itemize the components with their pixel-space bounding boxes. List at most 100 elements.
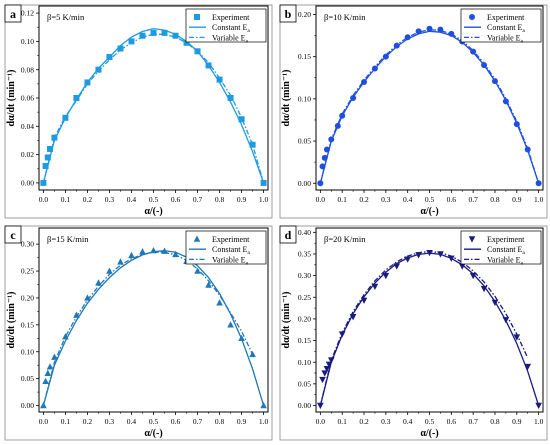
y-tick-label: 0.00 xyxy=(21,179,34,188)
y-axis-label: dα/dt (min⁻¹) xyxy=(6,292,17,349)
data-point xyxy=(47,145,54,152)
legend-entry: Constant Ea xyxy=(212,245,250,256)
variable-ea-line xyxy=(319,250,529,406)
data-point xyxy=(216,299,223,306)
legend-subscript: a xyxy=(246,38,249,44)
data-point xyxy=(161,29,168,36)
y-tick-label: 0.08 xyxy=(21,65,34,74)
data-point xyxy=(323,366,331,373)
x-tick-label: 0.3 xyxy=(105,417,115,426)
data-point xyxy=(321,370,329,377)
data-point xyxy=(513,334,521,341)
x-tick-label: 0.8 xyxy=(490,195,500,204)
data-point xyxy=(44,369,52,376)
data-point xyxy=(51,353,58,360)
data-point xyxy=(317,180,324,187)
x-tick-label: 0.0 xyxy=(39,195,49,204)
panel-frame xyxy=(4,4,273,219)
x-tick-label: 0.7 xyxy=(193,195,203,204)
constant-ea-line xyxy=(319,30,540,184)
data-point xyxy=(42,162,49,169)
x-tick-label: 0.4 xyxy=(403,417,413,426)
x-tick-label: 0.0 xyxy=(39,417,49,426)
data-point xyxy=(227,321,234,328)
constant-ea-line xyxy=(42,27,265,184)
data-point xyxy=(491,299,499,307)
data-point xyxy=(205,281,212,288)
panel-letter: a xyxy=(10,7,16,21)
data-point xyxy=(117,258,124,265)
chart-panel-c: 0.0 0.1 0.2 0.3 0.4 0.5 0.6 0.7 0.8 0.9 1.0 0.00 0.0… xyxy=(4,225,273,441)
x-tick-label: 0.3 xyxy=(105,195,115,204)
panel-letter-box xyxy=(4,4,22,23)
x-tick-label: 0.3 xyxy=(381,417,391,426)
y-tick-label: 0.10 xyxy=(298,358,311,367)
y-tick-label: 0.15 xyxy=(298,52,311,61)
legend-entry: Constant Ea xyxy=(487,23,525,34)
x-tick-label: 0.2 xyxy=(359,417,369,426)
data-point xyxy=(139,32,146,39)
x-tick-label: 0.1 xyxy=(338,417,348,426)
y-tick-label: 0.00 xyxy=(298,401,311,410)
x-tick-label: 0.4 xyxy=(127,417,137,426)
constant-ea-line xyxy=(319,252,540,406)
x-tick-label: 0.2 xyxy=(83,195,93,204)
x-tick-label: 0.3 xyxy=(381,195,391,204)
y-tick-label: 0.30 xyxy=(21,240,34,249)
x-tick-label: 0.6 xyxy=(447,417,457,426)
x-tick-label: 0.8 xyxy=(215,417,225,426)
data-point xyxy=(84,294,91,301)
y-axis-label: dα/dt (min⁻¹) xyxy=(281,70,292,127)
variable-ea-line xyxy=(42,251,254,406)
x-tick-label: 0.5 xyxy=(149,417,159,426)
y-tick-label: 0.05 xyxy=(298,379,311,388)
legend-entry: Variable Ea xyxy=(487,33,524,44)
panel-letter-box xyxy=(4,225,22,244)
legend-marker xyxy=(193,235,201,242)
legend-subscript: a xyxy=(247,250,250,256)
y-tick-label: 0.25 xyxy=(298,293,311,302)
y-tick-label: 0.04 xyxy=(21,122,34,131)
y-tick-label: 0.00 xyxy=(298,179,311,188)
x-tick-label: 0.5 xyxy=(425,417,435,426)
y-tick-label: 0.10 xyxy=(298,94,311,103)
y-tick-label: 0.15 xyxy=(21,320,34,329)
x-tick-label: 0.9 xyxy=(512,195,522,204)
legend-entry: Constant Ea xyxy=(212,23,250,34)
condition-label: β=10 K/min xyxy=(324,12,366,22)
x-tick-label: 0.9 xyxy=(237,417,247,426)
legend-marker xyxy=(469,14,475,20)
x-tick-label: 0.8 xyxy=(215,195,225,204)
condition-label: β=15 K/min xyxy=(47,234,89,244)
x-tick-label: 1.0 xyxy=(534,195,544,204)
legend-marker xyxy=(194,14,200,20)
y-tick-label: 0.15 xyxy=(298,336,311,345)
legend-subscript: a xyxy=(522,250,525,256)
panel-letter-box xyxy=(279,225,297,244)
data-point xyxy=(40,179,47,186)
y-tick-label: 0.40 xyxy=(298,228,311,237)
data-point xyxy=(535,402,542,410)
x-tick-label: 0.4 xyxy=(403,195,413,204)
data-point xyxy=(128,251,135,259)
x-tick-label: 0.0 xyxy=(316,195,326,204)
y-tick-label: 0.30 xyxy=(298,271,311,280)
x-tick-label: 0.6 xyxy=(171,195,181,204)
data-point xyxy=(172,32,179,39)
x-tick-label: 0.1 xyxy=(61,417,71,426)
x-tick-label: 0.9 xyxy=(237,195,247,204)
x-tick-label: 0.7 xyxy=(468,417,478,426)
panel-frame xyxy=(4,225,273,441)
data-point xyxy=(415,28,422,35)
panel-letter: b xyxy=(285,7,292,21)
x-tick-label: 0.5 xyxy=(149,195,159,204)
panel-frame xyxy=(279,225,548,441)
legend-subscript: a xyxy=(521,260,524,266)
legend-entry: Variable Ea xyxy=(487,255,524,266)
y-tick-label: 0.05 xyxy=(21,374,34,383)
data-point xyxy=(249,141,256,148)
legend-subscript: a xyxy=(247,28,250,34)
x-tick-label: 0.2 xyxy=(83,417,93,426)
data-point xyxy=(260,179,267,186)
